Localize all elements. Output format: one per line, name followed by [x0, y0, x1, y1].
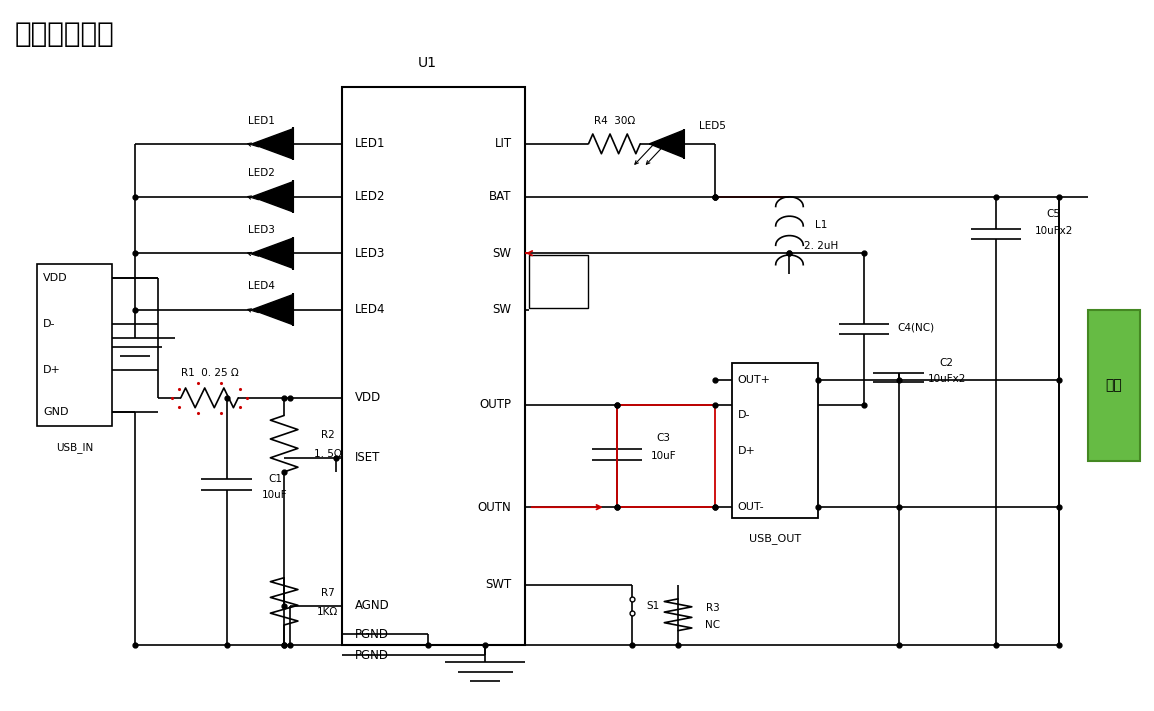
Text: SWT: SWT [486, 578, 511, 592]
Text: U1: U1 [418, 55, 437, 70]
Polygon shape [252, 294, 293, 325]
Text: LED1: LED1 [248, 116, 275, 126]
Polygon shape [650, 130, 684, 158]
Text: SW: SW [493, 303, 511, 316]
Text: 10uF: 10uF [262, 490, 287, 500]
Text: R4  30Ω: R4 30Ω [593, 116, 635, 126]
Text: LED4: LED4 [248, 282, 275, 292]
Text: LED3: LED3 [355, 247, 385, 260]
Text: 10uF: 10uF [651, 451, 676, 461]
Text: R2: R2 [321, 430, 335, 440]
Text: OUT+: OUT+ [737, 375, 771, 385]
Text: R3: R3 [705, 603, 719, 613]
Text: AGND: AGND [355, 599, 390, 612]
Bar [617, 405, 714, 507]
Polygon shape [252, 238, 293, 269]
Text: USB_OUT: USB_OUT [749, 533, 801, 545]
Text: OUT-: OUT- [737, 502, 764, 512]
Bar [529, 255, 589, 308]
Polygon shape [252, 181, 293, 212]
Polygon shape [252, 129, 293, 159]
Text: USB_IN: USB_IN [55, 442, 93, 453]
Text: LIT: LIT [494, 137, 511, 150]
Text: C3: C3 [657, 434, 670, 444]
Text: C5: C5 [1047, 210, 1061, 220]
Text: ISET: ISET [355, 451, 381, 464]
Text: R1  0. 25 Ω: R1 0. 25 Ω [181, 368, 239, 378]
Text: R7: R7 [321, 588, 335, 598]
Text: 10uFx2: 10uFx2 [928, 374, 966, 384]
Text: LED1: LED1 [355, 137, 385, 150]
Text: GND: GND [43, 407, 68, 417]
Text: L1: L1 [816, 220, 827, 230]
Text: C1: C1 [268, 474, 282, 484]
Bar [37, 264, 112, 426]
Text: 典型应用电路: 典型应用电路 [14, 21, 114, 48]
Text: NC: NC [705, 620, 720, 631]
Text: D+: D+ [43, 365, 61, 375]
Text: 1. 5Ω: 1. 5Ω [314, 449, 342, 459]
Text: D+: D+ [737, 446, 756, 456]
Text: S1: S1 [646, 601, 659, 611]
Text: VDD: VDD [355, 391, 382, 405]
Text: LED2: LED2 [248, 169, 275, 178]
Text: LED2: LED2 [355, 191, 385, 203]
Text: PGND: PGND [355, 649, 389, 662]
Text: 2. 2uH: 2. 2uH [804, 241, 839, 251]
Text: D-: D- [43, 319, 55, 328]
Text: LED5: LED5 [699, 122, 726, 132]
Text: LED4: LED4 [355, 303, 385, 316]
Text: OUTP: OUTP [480, 398, 511, 412]
Text: D-: D- [737, 410, 750, 420]
Text: OUTN: OUTN [478, 501, 511, 513]
Bar [732, 363, 818, 518]
Text: VDD: VDD [43, 273, 68, 283]
Bar [342, 87, 525, 645]
Text: C2: C2 [939, 358, 954, 368]
Text: C4(NC): C4(NC) [897, 322, 935, 332]
Text: 10uFx2: 10uFx2 [1034, 225, 1073, 235]
Text: PGND: PGND [355, 628, 389, 641]
Text: 电池: 电池 [1106, 378, 1123, 392]
Text: BAT: BAT [489, 191, 511, 203]
Bar [1088, 310, 1140, 461]
Text: SW: SW [493, 247, 511, 260]
Text: 1KΩ: 1KΩ [317, 607, 338, 617]
Text: LED3: LED3 [248, 225, 275, 235]
